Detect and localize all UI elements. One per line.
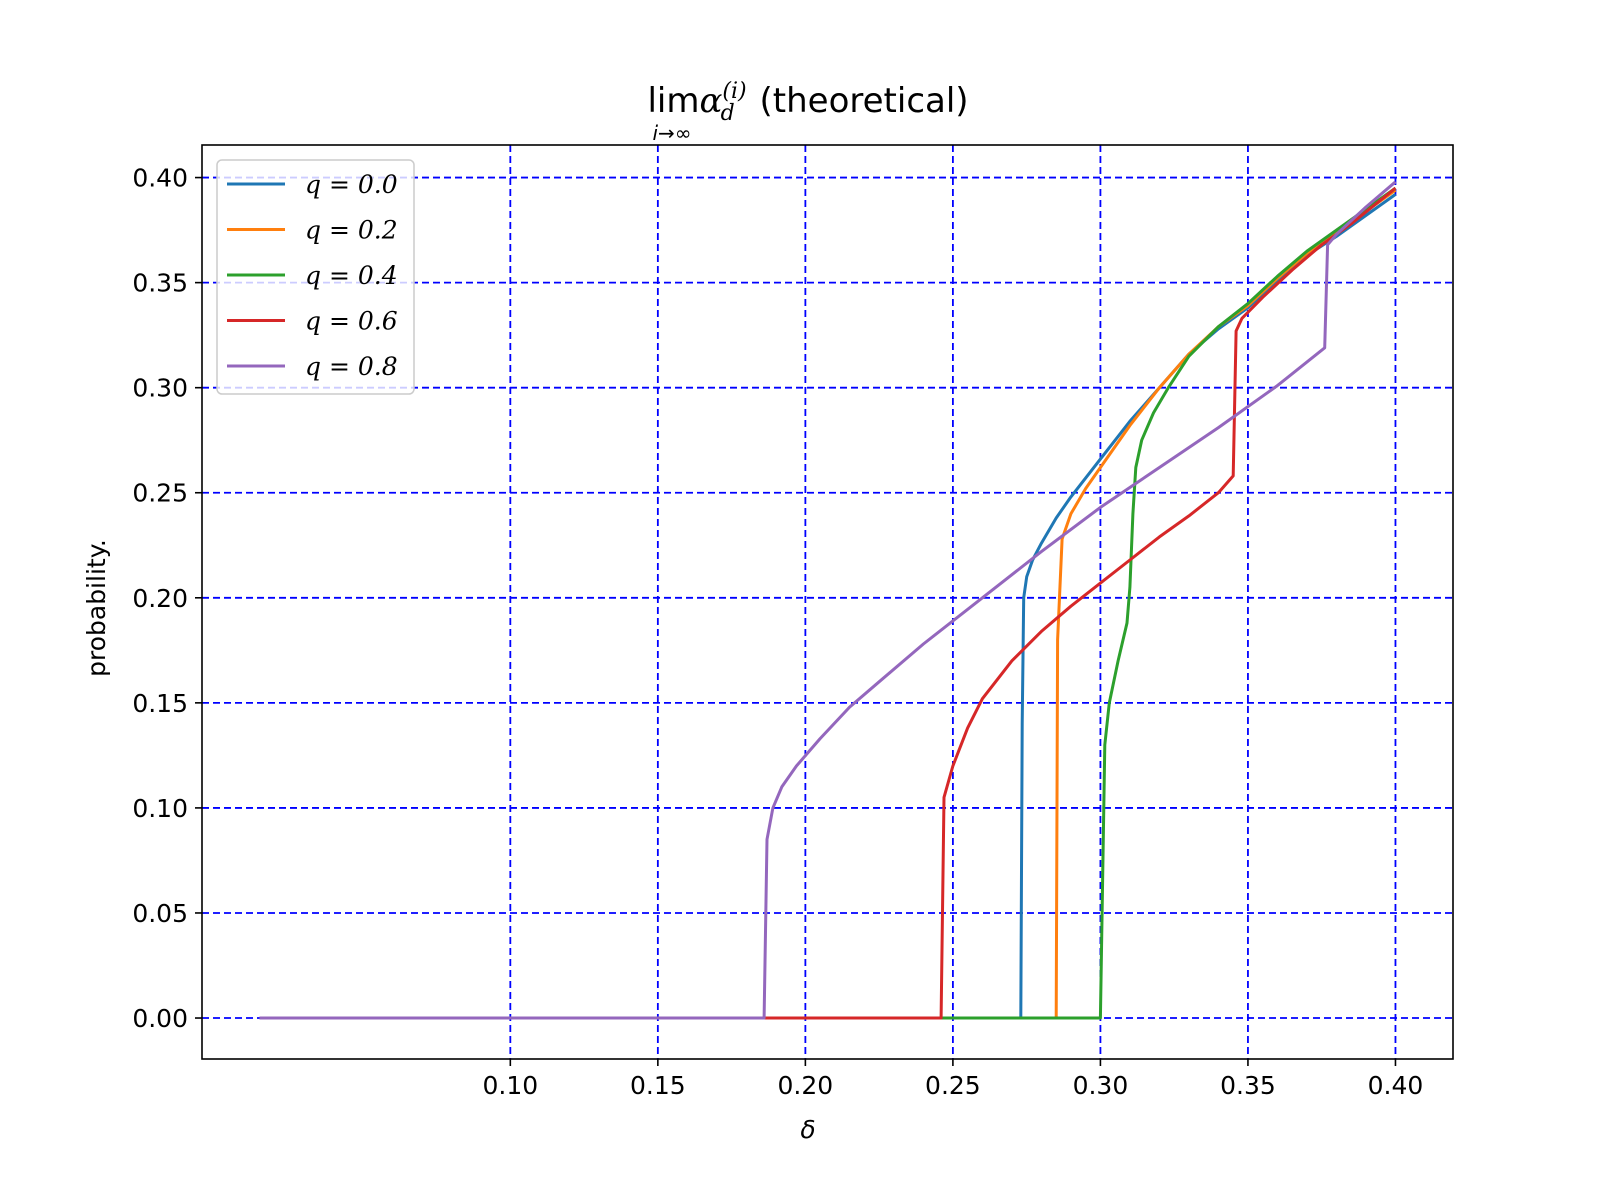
x-tick-label-6: 0.40: [1368, 1071, 1424, 1100]
title-lim: lim: [647, 81, 699, 121]
series-line-2: [259, 186, 1397, 1020]
y-tick-label-4: 0.20: [132, 584, 188, 613]
x-axis-ticks: 0.10 0.15 0.20 0.25 0.30 0.35 0.40: [482, 1059, 1423, 1100]
x-axis-label: δ: [800, 1115, 815, 1144]
legend: q = 0.0 q = 0.2 q = 0.4 q = 0.6 q = 0.8: [216, 159, 415, 395]
y-tick-label-7: 0.35: [132, 269, 188, 298]
y-tick-label-8: 0.40: [132, 164, 188, 193]
x-tick-label-5: 0.35: [1220, 1071, 1276, 1100]
x-tick-label-0: 0.10: [482, 1071, 538, 1100]
chart-title: limα(i) d (theoretical): [647, 79, 968, 126]
title-alpha-superscript: (i): [722, 79, 746, 104]
y-tick-label-5: 0.25: [132, 479, 188, 508]
y-axis-label: probability.: [82, 539, 111, 677]
y-tick-label-1: 0.05: [132, 899, 188, 928]
y-tick-label-0: 0.00: [132, 1004, 188, 1033]
legend-label-4: q = 0.8: [305, 352, 398, 381]
legend-box: [216, 159, 415, 395]
x-tick-label-4: 0.30: [1073, 1071, 1129, 1100]
x-tick-label-3: 0.25: [925, 1071, 981, 1100]
title-alpha-subscript: d: [721, 101, 735, 126]
x-tick-label-1: 0.15: [630, 1071, 686, 1100]
y-tick-label-2: 0.10: [132, 794, 188, 823]
x-tick-label-2: 0.20: [778, 1071, 834, 1100]
legend-label-0: q = 0.0: [305, 170, 398, 199]
legend-label-1: q = 0.2: [305, 216, 398, 245]
series-line-3: [259, 186, 1397, 1020]
series-line-0: [259, 193, 1397, 1020]
series-line-4: [259, 180, 1397, 1020]
plot-lines: [259, 180, 1397, 1020]
legend-label-2: q = 0.4: [305, 261, 398, 290]
legend-label-3: q = 0.6: [305, 307, 398, 336]
series-line-1: [259, 188, 1397, 1020]
y-tick-label-3: 0.15: [132, 689, 188, 718]
title-suffix: (theoretical): [749, 81, 969, 121]
y-axis-ticks: 0.00 0.05 0.10 0.15 0.20 0.25 0.30 0.35 0.40: [132, 164, 202, 1033]
plot-frame: [201, 144, 1454, 1060]
title-limit-subscript: i→∞: [653, 121, 692, 145]
y-tick-label-6: 0.30: [132, 374, 188, 403]
grid: [202, 145, 1453, 1059]
axes: [201, 144, 1454, 1060]
title-alpha: α: [699, 81, 722, 121]
